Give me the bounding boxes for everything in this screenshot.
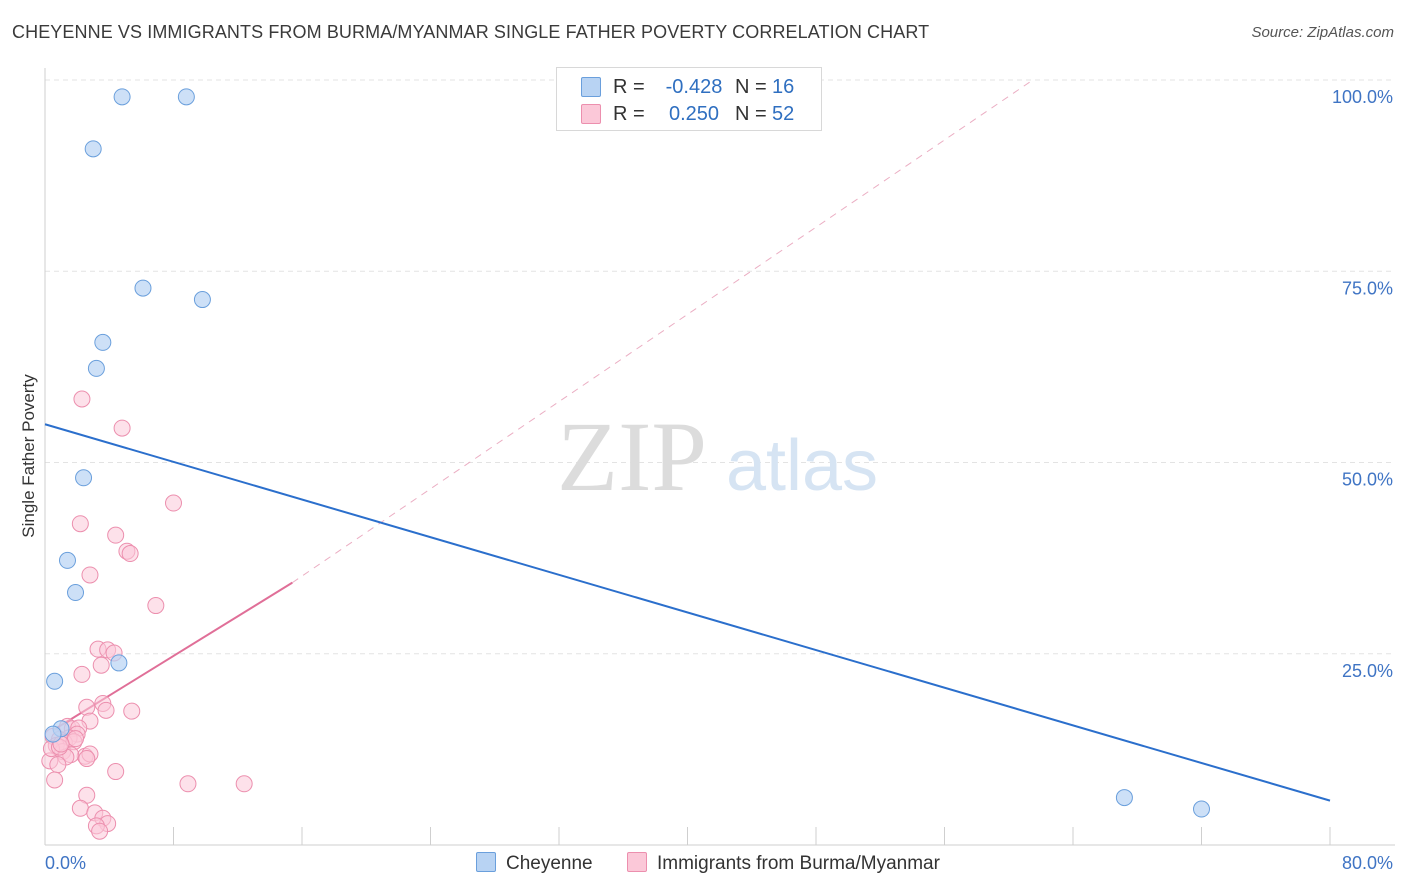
chart-source: Source: ZipAtlas.com (1251, 24, 1394, 41)
cheyenne-point (87, 359, 105, 377)
burma-point (113, 419, 131, 437)
cheyenne-legend-swatch (476, 852, 496, 872)
cheyenne-point (134, 279, 152, 297)
x-tick-label: 0.0% (45, 853, 86, 873)
cheyenne-point (46, 672, 64, 690)
y-axis-title: Single Father Poverty (19, 374, 38, 538)
burma-point (97, 701, 115, 719)
cheyenne-point (44, 725, 62, 743)
n-value: 52 (772, 103, 795, 125)
burma-swatch (581, 104, 601, 124)
x-tick-label: 80.0% (1342, 853, 1393, 873)
r-label: R = (613, 103, 645, 125)
grid-lines (45, 79, 1395, 655)
burma-point (73, 665, 91, 683)
legend-item-cheyenne: Cheyenne (476, 852, 593, 876)
n-label: N = (735, 103, 767, 125)
y-tick-label: 75.0% (1342, 278, 1393, 298)
burma-point (123, 702, 141, 720)
n-label: N = (735, 76, 767, 98)
burma-point (179, 775, 197, 793)
burma-point (67, 730, 85, 748)
cheyenne-point (177, 88, 195, 106)
cheyenne-point (58, 551, 76, 569)
burma-point (107, 526, 125, 544)
burma-point (92, 656, 110, 674)
cheyenne-point (1115, 789, 1133, 807)
chart-title: CHEYENNE VS IMMIGRANTS FROM BURMA/MYANMA… (12, 22, 930, 42)
burma-point (235, 775, 253, 793)
cheyenne-point (75, 469, 93, 487)
cheyenne-point (193, 291, 211, 309)
watermark: ZIP atlas (557, 401, 878, 512)
legend-item-burma: Immigrants from Burma/Myanmar (627, 852, 940, 876)
axis-labels: 25.0% 50.0% 75.0% 100.0% 0.0% 80.0% Single Fat… (19, 87, 1393, 873)
cheyenne-point (110, 654, 128, 672)
cheyenne-legend-label: Cheyenne (506, 853, 593, 874)
r-value: 0.250 (668, 103, 720, 125)
n-value: 16 (772, 76, 795, 98)
burma-point (71, 799, 89, 817)
burma-point (81, 566, 99, 584)
burma-point (78, 750, 96, 768)
burma-point (46, 771, 64, 789)
r-value: -0.428 (665, 76, 723, 98)
stats-legend: R = -0.428 N = 16 R = 0.250 N = 52 (556, 67, 822, 131)
cheyenne-point (84, 140, 102, 158)
burma-legend-label: Immigrants from Burma/Myanmar (657, 853, 940, 874)
cheyenne-point (1193, 800, 1210, 818)
cheyenne-trend-line (44, 423, 1331, 802)
burma-legend-swatch (627, 852, 647, 872)
burma-point (147, 597, 165, 615)
y-tick-label: 50.0% (1342, 470, 1393, 490)
burma-point (71, 515, 89, 533)
burma-point (91, 822, 109, 840)
r-label: R = (613, 76, 645, 98)
burma-point (107, 763, 125, 781)
cheyenne-swatch (581, 77, 601, 97)
y-tick-label: 25.0% (1342, 661, 1393, 681)
burma-trend-extension (292, 79, 1034, 584)
watermark-zip: ZIP (557, 401, 707, 512)
y-tick-label: 100.0% (1332, 87, 1393, 107)
burma-point (49, 756, 67, 774)
burma-point (73, 390, 91, 408)
burma-point (78, 698, 96, 716)
burma-point (165, 494, 182, 512)
cheyenne-point (94, 333, 112, 351)
burma-point (121, 545, 139, 563)
cheyenne-point (113, 88, 131, 106)
data-points (41, 88, 1210, 840)
axes (44, 68, 1395, 846)
cheyenne-point (67, 584, 85, 602)
watermark-atlas: atlas (726, 426, 878, 506)
